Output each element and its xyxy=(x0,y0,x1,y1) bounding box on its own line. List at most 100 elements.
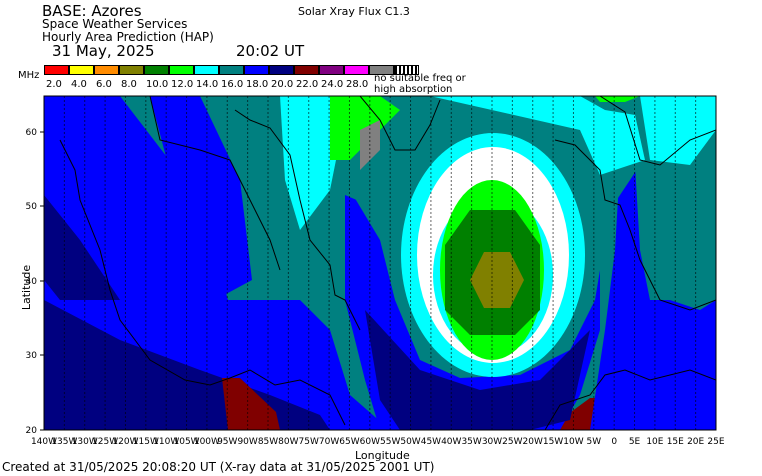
coastlines xyxy=(59,96,716,430)
band-22mhz-africa xyxy=(556,398,600,430)
legend-swatch xyxy=(319,65,344,75)
x-tick-label: 105W xyxy=(174,437,200,447)
border-usa-canada xyxy=(149,96,281,271)
legend-swatch xyxy=(269,65,294,75)
plot-frame xyxy=(43,95,717,431)
x-tick-label: 30W xyxy=(482,437,502,447)
x-tick-label: 0 xyxy=(611,437,617,447)
legend-label: 8.0 xyxy=(121,79,137,90)
x-tick-label: 100W xyxy=(194,437,220,447)
frequency-legend xyxy=(44,65,419,75)
x-tick-label: 25E xyxy=(707,437,724,447)
legend-label: 24.0 xyxy=(321,79,344,90)
legend-label: 12.0 xyxy=(171,79,194,90)
legend-label: 4.0 xyxy=(71,79,87,90)
coastline-hudson xyxy=(234,109,361,331)
coastline-europe xyxy=(554,139,716,311)
band-18mhz-plains xyxy=(150,96,252,300)
legend-swatch xyxy=(219,65,244,75)
band-18mhz-east xyxy=(590,165,716,430)
legend-label: 16.0 xyxy=(221,79,244,90)
legend-label: 20.0 xyxy=(271,79,294,90)
x-tick-label: 90W xyxy=(237,437,257,447)
x-tick-label: 20W xyxy=(523,437,543,447)
x-axis-label: Longitude xyxy=(355,449,410,462)
x-tick-label: 135W xyxy=(51,437,77,447)
band-14mhz-canada xyxy=(280,96,340,230)
x-tick-label: 50W xyxy=(400,437,420,447)
legend-unit: MHz xyxy=(18,70,40,81)
x-tick-label: 110W xyxy=(153,437,179,447)
coastline-north-america xyxy=(59,139,346,426)
legend-label: 22.0 xyxy=(296,79,319,90)
contour-fields xyxy=(44,96,716,430)
band-8mhz-hotspot xyxy=(470,252,524,308)
x-tick-label: 35W xyxy=(461,437,481,447)
xray-flux-label: Solar Xray Flux C1.3 xyxy=(298,5,410,18)
x-tick-label: 120W xyxy=(112,437,138,447)
legend-label: 18.0 xyxy=(246,79,269,90)
y-axis-label: Latitude xyxy=(20,264,34,311)
legend-swatch xyxy=(69,65,94,75)
x-tick-label: 80W xyxy=(278,437,298,447)
legend-swatch xyxy=(344,65,369,75)
legend-swatch xyxy=(244,65,269,75)
legend-swatch xyxy=(369,65,394,75)
x-tick-label: 5E xyxy=(629,437,641,447)
x-tick-label: 130W xyxy=(72,437,98,447)
legend-swatch xyxy=(169,65,194,75)
legend-swatch xyxy=(44,65,69,75)
coastline-africa xyxy=(544,369,716,430)
legend-swatch xyxy=(119,65,144,75)
coastline-scandinavia xyxy=(599,96,716,166)
y-tick-label: 60 xyxy=(26,128,38,138)
legend-label: 6.0 xyxy=(96,79,112,90)
org-name: Space Weather Services xyxy=(42,17,188,31)
x-tick-label: 25W xyxy=(502,437,522,447)
forecast-date: 31 May, 2025 xyxy=(52,42,155,60)
x-tick-label: 60W xyxy=(360,437,380,447)
y-tick-label: 40 xyxy=(26,277,38,287)
band-14mhz-greenland xyxy=(430,96,645,175)
product-name: Hourly Area Prediction (HAP) xyxy=(42,30,214,44)
creation-footer: Created at 31/05/2025 20:08:20 UT (X-ray… xyxy=(2,460,435,474)
x-tick-label: 70W xyxy=(319,437,339,447)
legend-swatch xyxy=(294,65,319,75)
x-tick-label: 115W xyxy=(133,437,159,447)
legend-swatch xyxy=(144,65,169,75)
x-tick-label: 40W xyxy=(441,437,461,447)
x-tick-label: 20E xyxy=(687,437,704,447)
x-tick-label: 95W xyxy=(217,437,237,447)
base-title: BASE: Azores xyxy=(42,2,142,20)
x-tick-label: 15W xyxy=(543,437,563,447)
x-tick-label: 75W xyxy=(299,437,319,447)
legend-swatch xyxy=(94,65,119,75)
legend-swatch xyxy=(194,65,219,75)
no-signal-note: no suitable freq or high absorption xyxy=(374,73,466,95)
band-22mhz-gulf xyxy=(222,378,280,430)
band-20mhz-pacific xyxy=(44,195,120,300)
legend-label: 2.0 xyxy=(46,79,62,90)
x-tick-label: 125W xyxy=(92,437,118,447)
legend-label: 14.0 xyxy=(196,79,219,90)
band-14mhz-scandinavia xyxy=(640,96,716,165)
x-tick-label: 45W xyxy=(421,437,441,447)
legend-label: 28.0 xyxy=(346,79,369,90)
forecast-time: 20:02 UT xyxy=(236,42,305,60)
y-tick-label: 50 xyxy=(26,202,38,212)
band-20mhz-atlantic xyxy=(365,310,590,430)
x-tick-label: 10W xyxy=(563,437,583,447)
legend-swatch-no-signal xyxy=(394,65,419,75)
x-tick-label: 65W xyxy=(339,437,359,447)
coastline-greenland xyxy=(359,96,441,151)
x-tick-label: 10E xyxy=(646,437,663,447)
x-tick-label: 140W xyxy=(31,437,57,447)
x-tick-label: 55W xyxy=(380,437,400,447)
y-tick-label: 20 xyxy=(26,426,38,436)
y-tick-label: 30 xyxy=(26,351,38,361)
x-tick-label: 85W xyxy=(258,437,278,447)
x-tick-label: 15E xyxy=(667,437,684,447)
legend-label: 10.0 xyxy=(146,79,169,90)
